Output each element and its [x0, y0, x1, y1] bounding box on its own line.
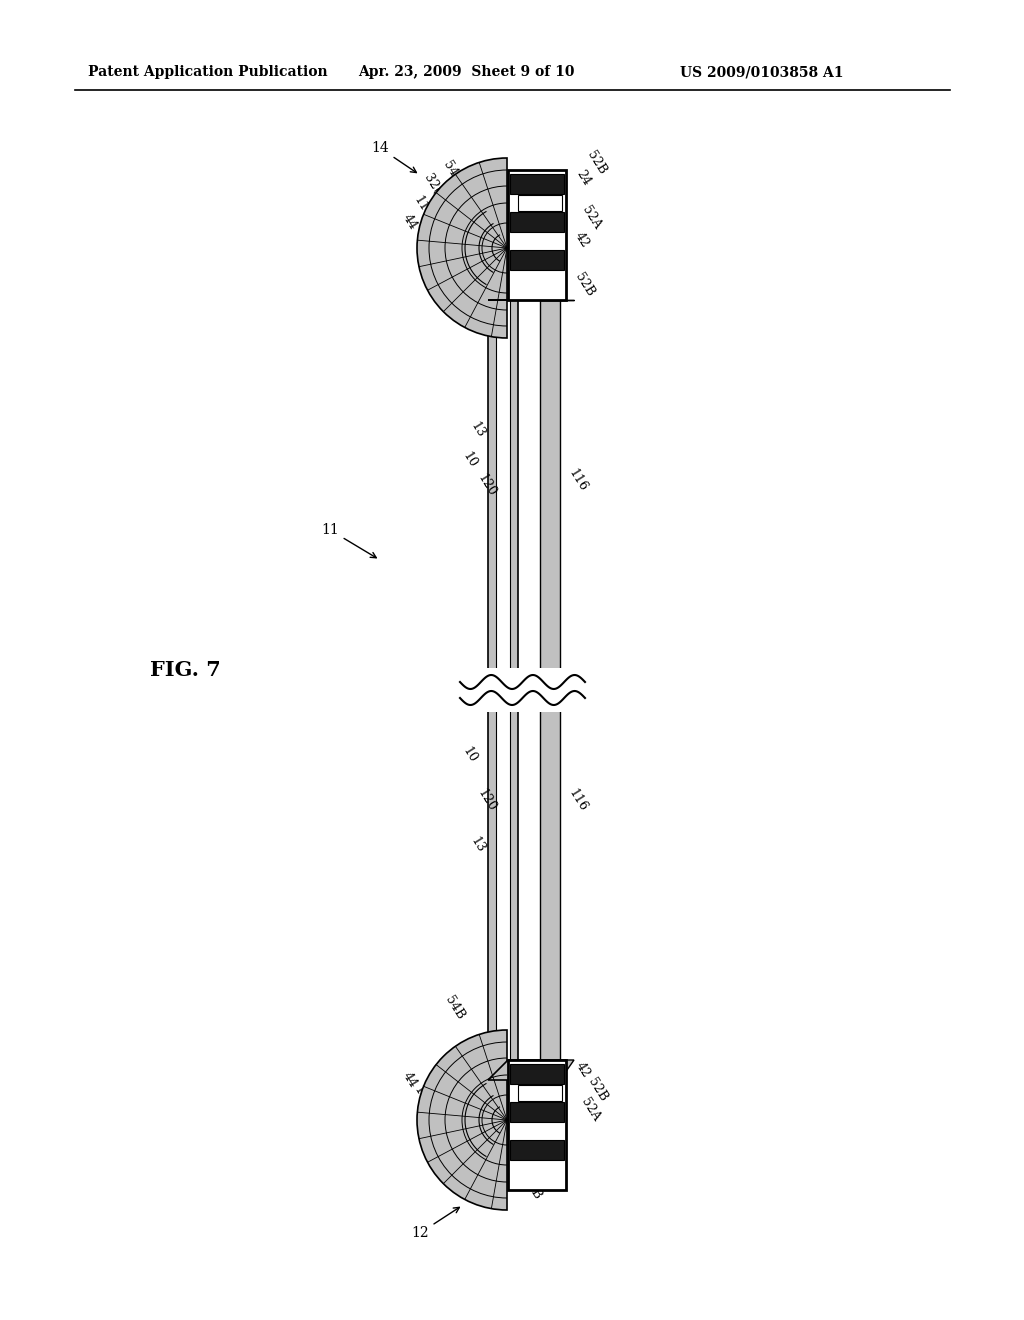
Bar [496, 711, 510, 1080]
Text: 44: 44 [400, 1069, 420, 1090]
Bar [540, 300, 560, 668]
Text: 52B: 52B [520, 1173, 544, 1203]
Text: 54B: 54B [440, 290, 465, 319]
Text: Patent Application Publication: Patent Application Publication [88, 65, 328, 79]
Text: 52A: 52A [580, 205, 604, 232]
Text: 54A: 54A [445, 1115, 470, 1144]
Text: 14: 14 [371, 141, 417, 173]
Bar [518, 195, 562, 211]
Text: 10: 10 [460, 744, 480, 766]
Bar [510, 174, 564, 194]
Text: 120: 120 [475, 787, 499, 813]
Text: 52A: 52A [579, 1096, 603, 1123]
Text: 54A: 54A [441, 158, 465, 187]
Wedge shape [417, 1030, 507, 1210]
Text: 10: 10 [460, 450, 480, 470]
Text: 52B: 52B [585, 149, 609, 177]
Text: 13: 13 [468, 834, 487, 855]
Text: 32(34): 32(34) [422, 172, 455, 214]
Bar [510, 1064, 564, 1084]
Text: 22: 22 [508, 1168, 527, 1188]
Text: 44: 44 [400, 211, 420, 232]
Bar [510, 1140, 564, 1160]
Text: 118: 118 [411, 193, 435, 220]
Text: 34(32): 34(32) [419, 1092, 452, 1134]
Bar [510, 213, 564, 232]
Bar [508, 170, 566, 300]
Bar [518, 1085, 562, 1101]
Polygon shape [488, 1060, 566, 1080]
Text: FIG. 7: FIG. 7 [150, 660, 221, 680]
Text: 52B: 52B [572, 271, 597, 300]
Text: 11: 11 [322, 523, 376, 558]
Text: 120: 120 [475, 471, 499, 499]
Text: Apr. 23, 2009  Sheet 9 of 10: Apr. 23, 2009 Sheet 9 of 10 [358, 65, 574, 79]
Wedge shape [417, 158, 507, 338]
Bar [510, 249, 564, 271]
Bar [510, 1102, 564, 1122]
Bar [540, 711, 560, 1080]
Text: 42: 42 [572, 230, 592, 251]
Text: 116: 116 [566, 466, 590, 494]
Polygon shape [540, 1060, 574, 1080]
Text: 42: 42 [573, 1060, 593, 1080]
Text: 52B: 52B [586, 1076, 610, 1104]
Text: 116: 116 [566, 787, 590, 813]
Text: 12: 12 [412, 1208, 460, 1239]
Text: 24: 24 [573, 168, 593, 189]
Text: US 2009/0103858 A1: US 2009/0103858 A1 [680, 65, 844, 79]
Bar [488, 711, 496, 1080]
Bar [510, 711, 518, 1080]
Text: 54B: 54B [442, 994, 467, 1022]
Bar [510, 300, 518, 668]
Bar [496, 300, 510, 668]
Text: 118: 118 [411, 1084, 435, 1110]
Bar [508, 1060, 566, 1191]
Bar [483, 668, 565, 711]
Text: 13: 13 [468, 420, 487, 441]
Bar [488, 300, 496, 668]
